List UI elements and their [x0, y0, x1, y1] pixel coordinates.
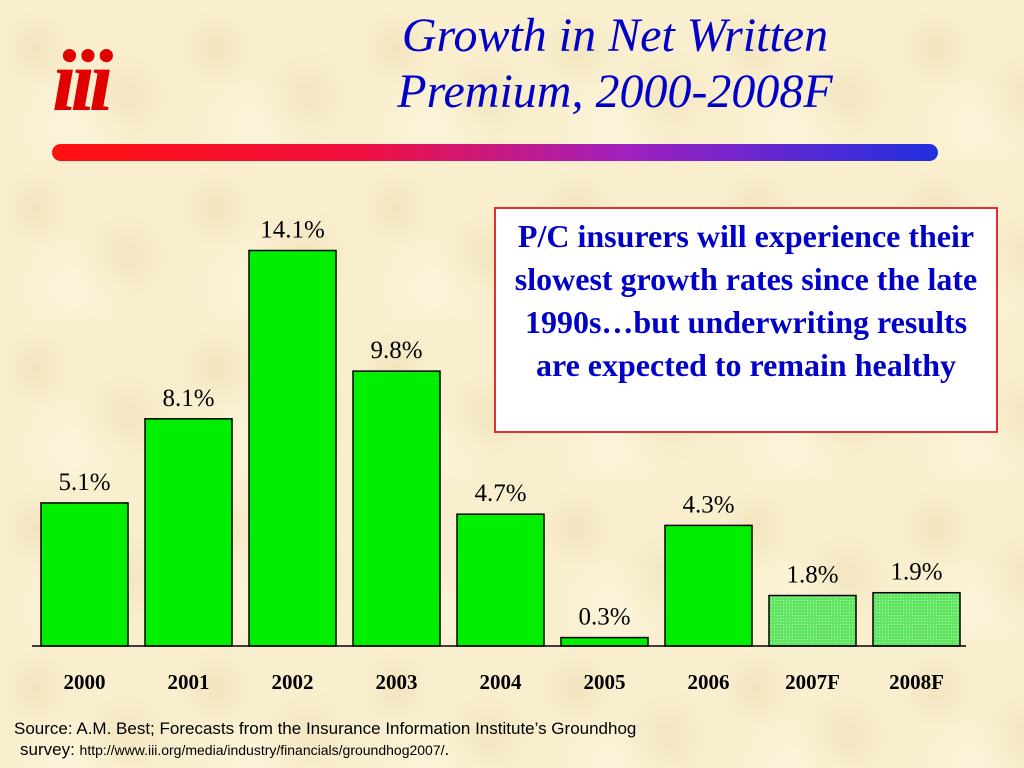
source-prefix: survey: — [20, 740, 80, 759]
data-label-2006: 4.3% — [682, 491, 734, 518]
bar-2007F — [768, 594, 857, 647]
data-label-2003: 9.8% — [370, 337, 422, 364]
x-tick-label-2000: 2000 — [64, 670, 106, 694]
x-tick-label-2002: 2002 — [272, 670, 314, 694]
source-suffix: . — [444, 740, 450, 759]
data-label-2008F: 1.9% — [890, 559, 942, 586]
data-label-2005: 0.3% — [578, 604, 630, 631]
bar-2000 — [40, 502, 129, 647]
bar-2001 — [144, 418, 233, 647]
bar-2005 — [560, 636, 649, 647]
x-tick-label-2001: 2001 — [168, 670, 210, 694]
bar-2002 — [248, 249, 337, 647]
source-note: Source: A.M. Best; Forecasts from the In… — [14, 718, 1014, 761]
x-tick-label-2003: 2003 — [376, 670, 418, 694]
page-title: Growth in Net Written Premium, 2000-2008… — [280, 8, 950, 120]
title-line-2: Premium, 2000-2008F — [397, 65, 833, 118]
data-label-2002: 14.1% — [260, 216, 325, 243]
x-tick-label-2005: 2005 — [584, 670, 626, 694]
bar-2006 — [664, 524, 753, 647]
data-label-2000: 5.1% — [58, 469, 110, 496]
data-label-2004: 4.7% — [474, 480, 526, 507]
x-tick-label-2008F: 2008F — [889, 670, 944, 694]
data-label-2001: 8.1% — [162, 385, 214, 412]
data-label-2007F: 1.8% — [786, 562, 838, 589]
iii-logo: iii — [52, 33, 113, 130]
source-url[interactable]: http://www.iii.org/media/industry/financ… — [79, 742, 445, 758]
bar-2004 — [456, 513, 545, 647]
x-tick-label-2007F: 2007F — [785, 670, 840, 694]
bar-2003 — [352, 370, 441, 647]
bar-2008F — [872, 591, 961, 647]
title-line-1: Growth in Net Written — [401, 9, 829, 62]
x-tick-label-2004: 2004 — [480, 670, 523, 694]
title-underline-bar — [52, 144, 938, 161]
callout-text: P/C insurers will experience their slowe… — [514, 218, 978, 383]
source-line-2: survey: http://www.iii.org/media/industr… — [14, 739, 1014, 761]
x-tick-label-2006: 2006 — [688, 670, 730, 694]
callout-box: P/C insurers will experience their slowe… — [494, 207, 998, 433]
source-line-1: Source: A.M. Best; Forecasts from the In… — [14, 719, 637, 738]
